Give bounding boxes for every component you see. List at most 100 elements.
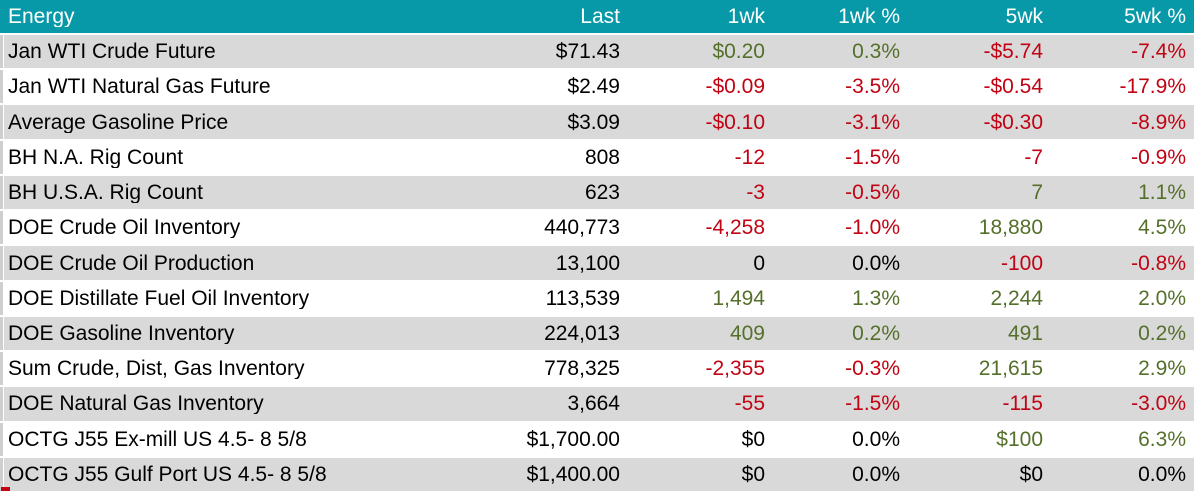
table-row: DOE Crude Oil Inventory 440,773 -4,258 -1.0… <box>0 211 1194 247</box>
cell-wk5pct: -3.0% <box>1131 393 1186 415</box>
cell-wk1: -2,355 <box>705 358 765 380</box>
cell-last: $71.43 <box>555 41 620 63</box>
cell-wk1: 0 <box>753 252 765 274</box>
cell-wk5: 7 <box>1031 182 1043 204</box>
cell-wk1: -55 <box>734 393 765 415</box>
table-row: OCTG J55 Ex-mill US 4.5- 8 5/8 $1,700.00 $… <box>0 422 1194 458</box>
cell-wk1: 409 <box>729 322 765 344</box>
cell-last: 778,325 <box>544 358 620 380</box>
cell-wk1: -3 <box>746 182 765 204</box>
cell-wk1pct: -3.1% <box>845 111 900 133</box>
cell-last: 808 <box>584 146 620 168</box>
column-header-5wk-pct: 5wk % <box>1124 6 1186 27</box>
cell-wk1: $0 <box>741 463 765 485</box>
table-row: OCTG J55 Gulf Port US 4.5- 8 5/8 $1,400.0… <box>0 457 1194 491</box>
cell-last: 13,100 <box>555 252 620 274</box>
cell-wk1: $0 <box>741 428 765 450</box>
row-label: DOE Distillate Fuel Oil Inventory <box>8 287 310 309</box>
cell-wk5pct: -8.9% <box>1131 111 1186 133</box>
cell-wk1pct: 0.0% <box>852 252 900 274</box>
column-header-1wk-pct: 1wk % <box>838 6 900 27</box>
cell-wk1: -12 <box>734 146 765 168</box>
cell-wk1pct: -1.5% <box>845 393 900 415</box>
cell-wk1: -$0.09 <box>705 76 765 98</box>
table-row: BH U.S.A. Rig Count 623 -3 -0.5% 7 1.1% <box>0 175 1194 212</box>
cell-wk5pct: 0.2% <box>1138 322 1186 344</box>
cell-wk5: 491 <box>1007 322 1043 344</box>
cell-wk5: -$5.74 <box>983 41 1043 63</box>
table-row: DOE Gasoline Inventory 224,013 409 0.2% 491 0… <box>0 316 1194 353</box>
cell-wk1pct: -3.5% <box>845 76 900 98</box>
column-header-energy: Energy <box>8 6 75 27</box>
cell-wk1pct: 0.0% <box>852 463 900 485</box>
cell-wk5: -115 <box>1002 393 1043 415</box>
table-row: Average Gasoline Price $3.09 -$0.10 -3.1% -$… <box>0 105 1194 141</box>
cell-wk5pct: 2.0% <box>1138 287 1186 309</box>
cell-wk5pct: -0.8% <box>1131 252 1186 274</box>
cell-wk1pct: 0.2% <box>852 322 900 344</box>
column-header-1wk: 1wk <box>727 6 765 27</box>
cell-last: 224,013 <box>544 322 620 344</box>
cell-wk1: -$0.10 <box>705 111 765 133</box>
cell-wk1pct: -1.5% <box>845 146 900 168</box>
cell-wk1pct: 0.3% <box>852 41 900 63</box>
cell-wk5pct: 6.3% <box>1138 428 1186 450</box>
cell-wk5: -$0.54 <box>983 76 1043 98</box>
cell-wk5: 18,880 <box>978 217 1043 239</box>
table-row: DOE Distillate Fuel Oil Inventory 113,539… <box>0 281 1194 317</box>
cell-wk5pct: -0.9% <box>1131 146 1186 168</box>
cell-last: $1,400.00 <box>526 463 620 485</box>
row-label: DOE Natural Gas Inventory <box>8 393 264 415</box>
table-row: Sum Crude, Dist, Gas Inventory 778,325 -2,… <box>0 352 1194 388</box>
cell-wk5pct: -7.4% <box>1131 41 1186 63</box>
cell-wk1pct: -1.0% <box>845 217 900 239</box>
table-row: Jan WTI Natural Gas Future $2.49 -$0.09 -3.… <box>0 70 1194 106</box>
cell-wk5: -7 <box>1024 146 1043 168</box>
cell-wk5: 2,244 <box>990 287 1043 309</box>
cell-last: 113,539 <box>545 287 620 309</box>
cell-wk1pct: -0.5% <box>845 182 900 204</box>
cell-last: $2.49 <box>567 76 620 98</box>
row-label: Jan WTI Crude Future <box>8 41 216 63</box>
row-label: Sum Crude, Dist, Gas Inventory <box>8 358 305 380</box>
cell-wk5pct: 1.1% <box>1138 182 1186 204</box>
row-label: OCTG J55 Gulf Port US 4.5- 8 5/8 <box>8 463 327 485</box>
cell-wk1pct: 0.0% <box>852 428 900 450</box>
table-row: DOE Crude Oil Production 13,100 0 0.0% -100 -… <box>0 246 1194 282</box>
table-row: DOE Natural Gas Inventory 3,664 -55 -1.5% -1… <box>0 387 1194 423</box>
table-header-row: Energy Last 1wk 1wk % 5wk 5wk % <box>0 0 1194 35</box>
cell-last: 623 <box>584 182 620 204</box>
column-header-last: Last <box>580 6 620 27</box>
row-label: DOE Crude Oil Production <box>8 252 255 274</box>
cell-last: 440,773 <box>544 217 620 239</box>
row-label: DOE Gasoline Inventory <box>8 322 235 344</box>
row-label: BH N.A. Rig Count <box>8 146 184 168</box>
cell-wk1: 1,494 <box>712 287 765 309</box>
cell-wk5: $100 <box>996 428 1043 450</box>
cell-wk5pct: 0.0% <box>1138 463 1186 485</box>
table-row: BH N.A. Rig Count 808 -12 -1.5% -7 -0.9% <box>0 140 1194 176</box>
cell-wk1: $0.20 <box>712 41 765 63</box>
cell-last: $1,700.00 <box>526 428 620 450</box>
cell-wk1: -4,258 <box>705 217 765 239</box>
cell-wk1pct: 1.3% <box>852 287 900 309</box>
cell-wk5pct: 4.5% <box>1138 217 1186 239</box>
cell-wk1pct: -0.3% <box>845 358 900 380</box>
row-label: BH U.S.A. Rig Count <box>8 182 203 204</box>
cell-wk5: -100 <box>1000 252 1043 274</box>
row-label: Average Gasoline Price <box>8 111 229 133</box>
cell-last: 3,664 <box>567 393 620 415</box>
cell-wk5pct: 2.9% <box>1138 358 1186 380</box>
table-row: Jan WTI Crude Future $71.43 $0.20 0.3% -$5.7… <box>0 35 1194 71</box>
row-label: DOE Crude Oil Inventory <box>8 217 241 239</box>
cell-wk5: 21,615 <box>978 358 1043 380</box>
cell-wk5: -$0.30 <box>983 111 1043 133</box>
cell-last: $3.09 <box>567 111 620 133</box>
red-corner-mark <box>1 487 10 491</box>
column-header-5wk: 5wk <box>1005 6 1043 27</box>
cell-wk5: $0 <box>1019 463 1043 485</box>
cell-wk5pct: -17.9% <box>1119 76 1186 98</box>
row-label: OCTG J55 Ex-mill US 4.5- 8 5/8 <box>8 428 307 450</box>
row-label: Jan WTI Natural Gas Future <box>8 76 271 98</box>
